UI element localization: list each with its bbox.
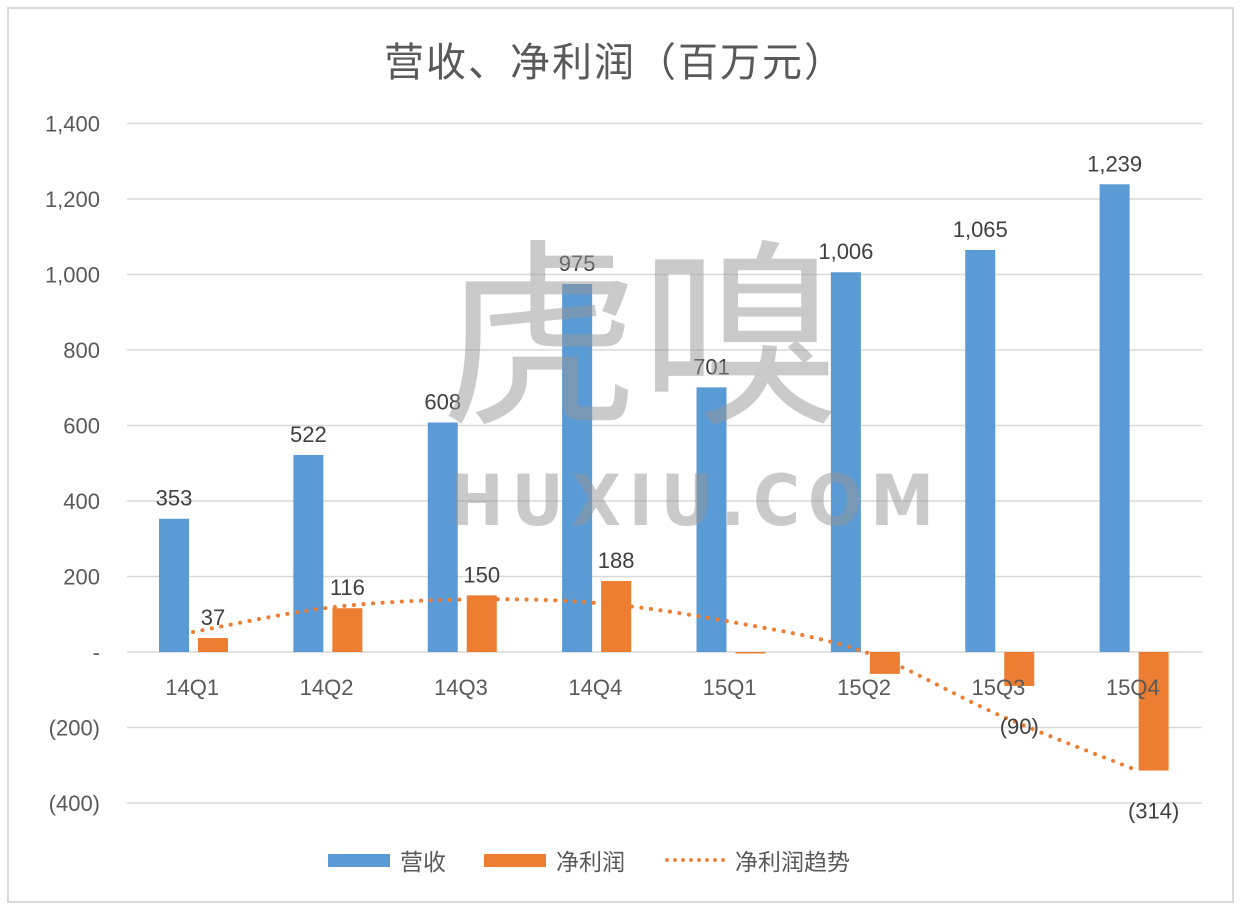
net-profit-bar[interactable]: [198, 638, 228, 652]
data-label: 701: [693, 354, 730, 379]
data-labels: 353 522 608 975 701 1,006 1,065 1,239 37 116 150 18…: [156, 151, 1180, 823]
gridlines: [127, 122, 1202, 804]
data-label: 188: [598, 548, 635, 573]
net-profit-bar[interactable]: [735, 652, 766, 654]
revenue-bar[interactable]: [965, 249, 996, 652]
y-tick-label: 1,000: [45, 263, 100, 288]
legend-label: 净利润: [556, 850, 625, 876]
data-label: 608: [424, 389, 461, 414]
legend-item-net-profit[interactable]: 净利润: [484, 843, 625, 877]
chart-frame: [7, 7, 1234, 903]
x-tick-label: 15Q2: [837, 675, 891, 700]
y-axis-ticks: 1,400 1,200 1,000 800 600 400 200 - (200) (400): [45, 112, 100, 817]
data-label: 37: [201, 605, 225, 630]
y-tick-label: 800: [63, 338, 100, 363]
data-label: 353: [156, 486, 193, 511]
legend-item-revenue[interactable]: 营收: [328, 843, 446, 877]
y-tick-label: 200: [63, 565, 100, 590]
revenue-bar[interactable]: [562, 283, 593, 652]
x-tick-label: 14Q2: [300, 675, 354, 700]
revenue-bar[interactable]: [696, 387, 727, 652]
data-label: (90): [1000, 714, 1039, 739]
y-tick-label: 1,400: [45, 112, 100, 137]
x-tick-label: 15Q4: [1106, 675, 1160, 700]
legend: 营收 净利润 净利润趋势: [328, 844, 888, 876]
x-tick-label: 15Q3: [972, 675, 1026, 700]
net-profit-trendline: [191, 597, 1136, 772]
y-tick-label: -: [93, 640, 100, 665]
y-tick-label: 1,200: [45, 187, 100, 212]
bars: [159, 184, 1169, 771]
trendline: [191, 597, 1136, 772]
legend-label: 营收: [400, 850, 446, 876]
net-profit-bar[interactable]: [1138, 652, 1169, 771]
data-label: 522: [290, 422, 327, 447]
x-tick-label: 14Q3: [434, 675, 488, 700]
x-axis-ticks: 14Q1 14Q2 14Q3 14Q4 15Q1 15Q2 15Q3 15Q4: [165, 675, 1159, 700]
data-label: 116: [330, 575, 365, 600]
y-tick-label: 600: [63, 414, 100, 439]
revenue-bar[interactable]: [830, 272, 861, 652]
data-label: 1,065: [953, 217, 1008, 242]
revenue-swatch-icon: [328, 853, 390, 867]
data-label: 1,239: [1087, 151, 1142, 176]
x-tick-label: 14Q4: [568, 675, 622, 700]
net-profit-bar[interactable]: [466, 595, 497, 652]
revenue-bar[interactable]: [427, 422, 458, 652]
x-tick-label: 14Q1: [165, 675, 219, 700]
dotted-line-icon: [663, 858, 725, 862]
data-label: 1,006: [818, 239, 873, 264]
chart-title: 营收、净利润（百万元）: [384, 40, 846, 86]
net-profit-bar[interactable]: [332, 608, 363, 652]
y-tick-label: 400: [63, 489, 100, 514]
net-profit-bar[interactable]: [601, 581, 632, 652]
revenue-bar[interactable]: [159, 518, 189, 652]
x-tick-label: 15Q1: [703, 675, 757, 700]
data-label: (314): [1128, 799, 1179, 824]
legend-label: 净利润趋势: [735, 850, 850, 876]
net-profit-swatch-icon: [484, 853, 546, 867]
data-label: 975: [559, 251, 596, 276]
net-profit-bar[interactable]: [1004, 652, 1035, 686]
y-tick-label: (200): [49, 716, 100, 741]
legend-item-net-profit-trend[interactable]: 净利润趋势: [663, 843, 850, 877]
revenue-bar[interactable]: [293, 454, 324, 652]
data-label: 150: [463, 562, 500, 587]
revenue-bar[interactable]: [1099, 184, 1130, 652]
y-tick-label: (400): [49, 791, 100, 816]
